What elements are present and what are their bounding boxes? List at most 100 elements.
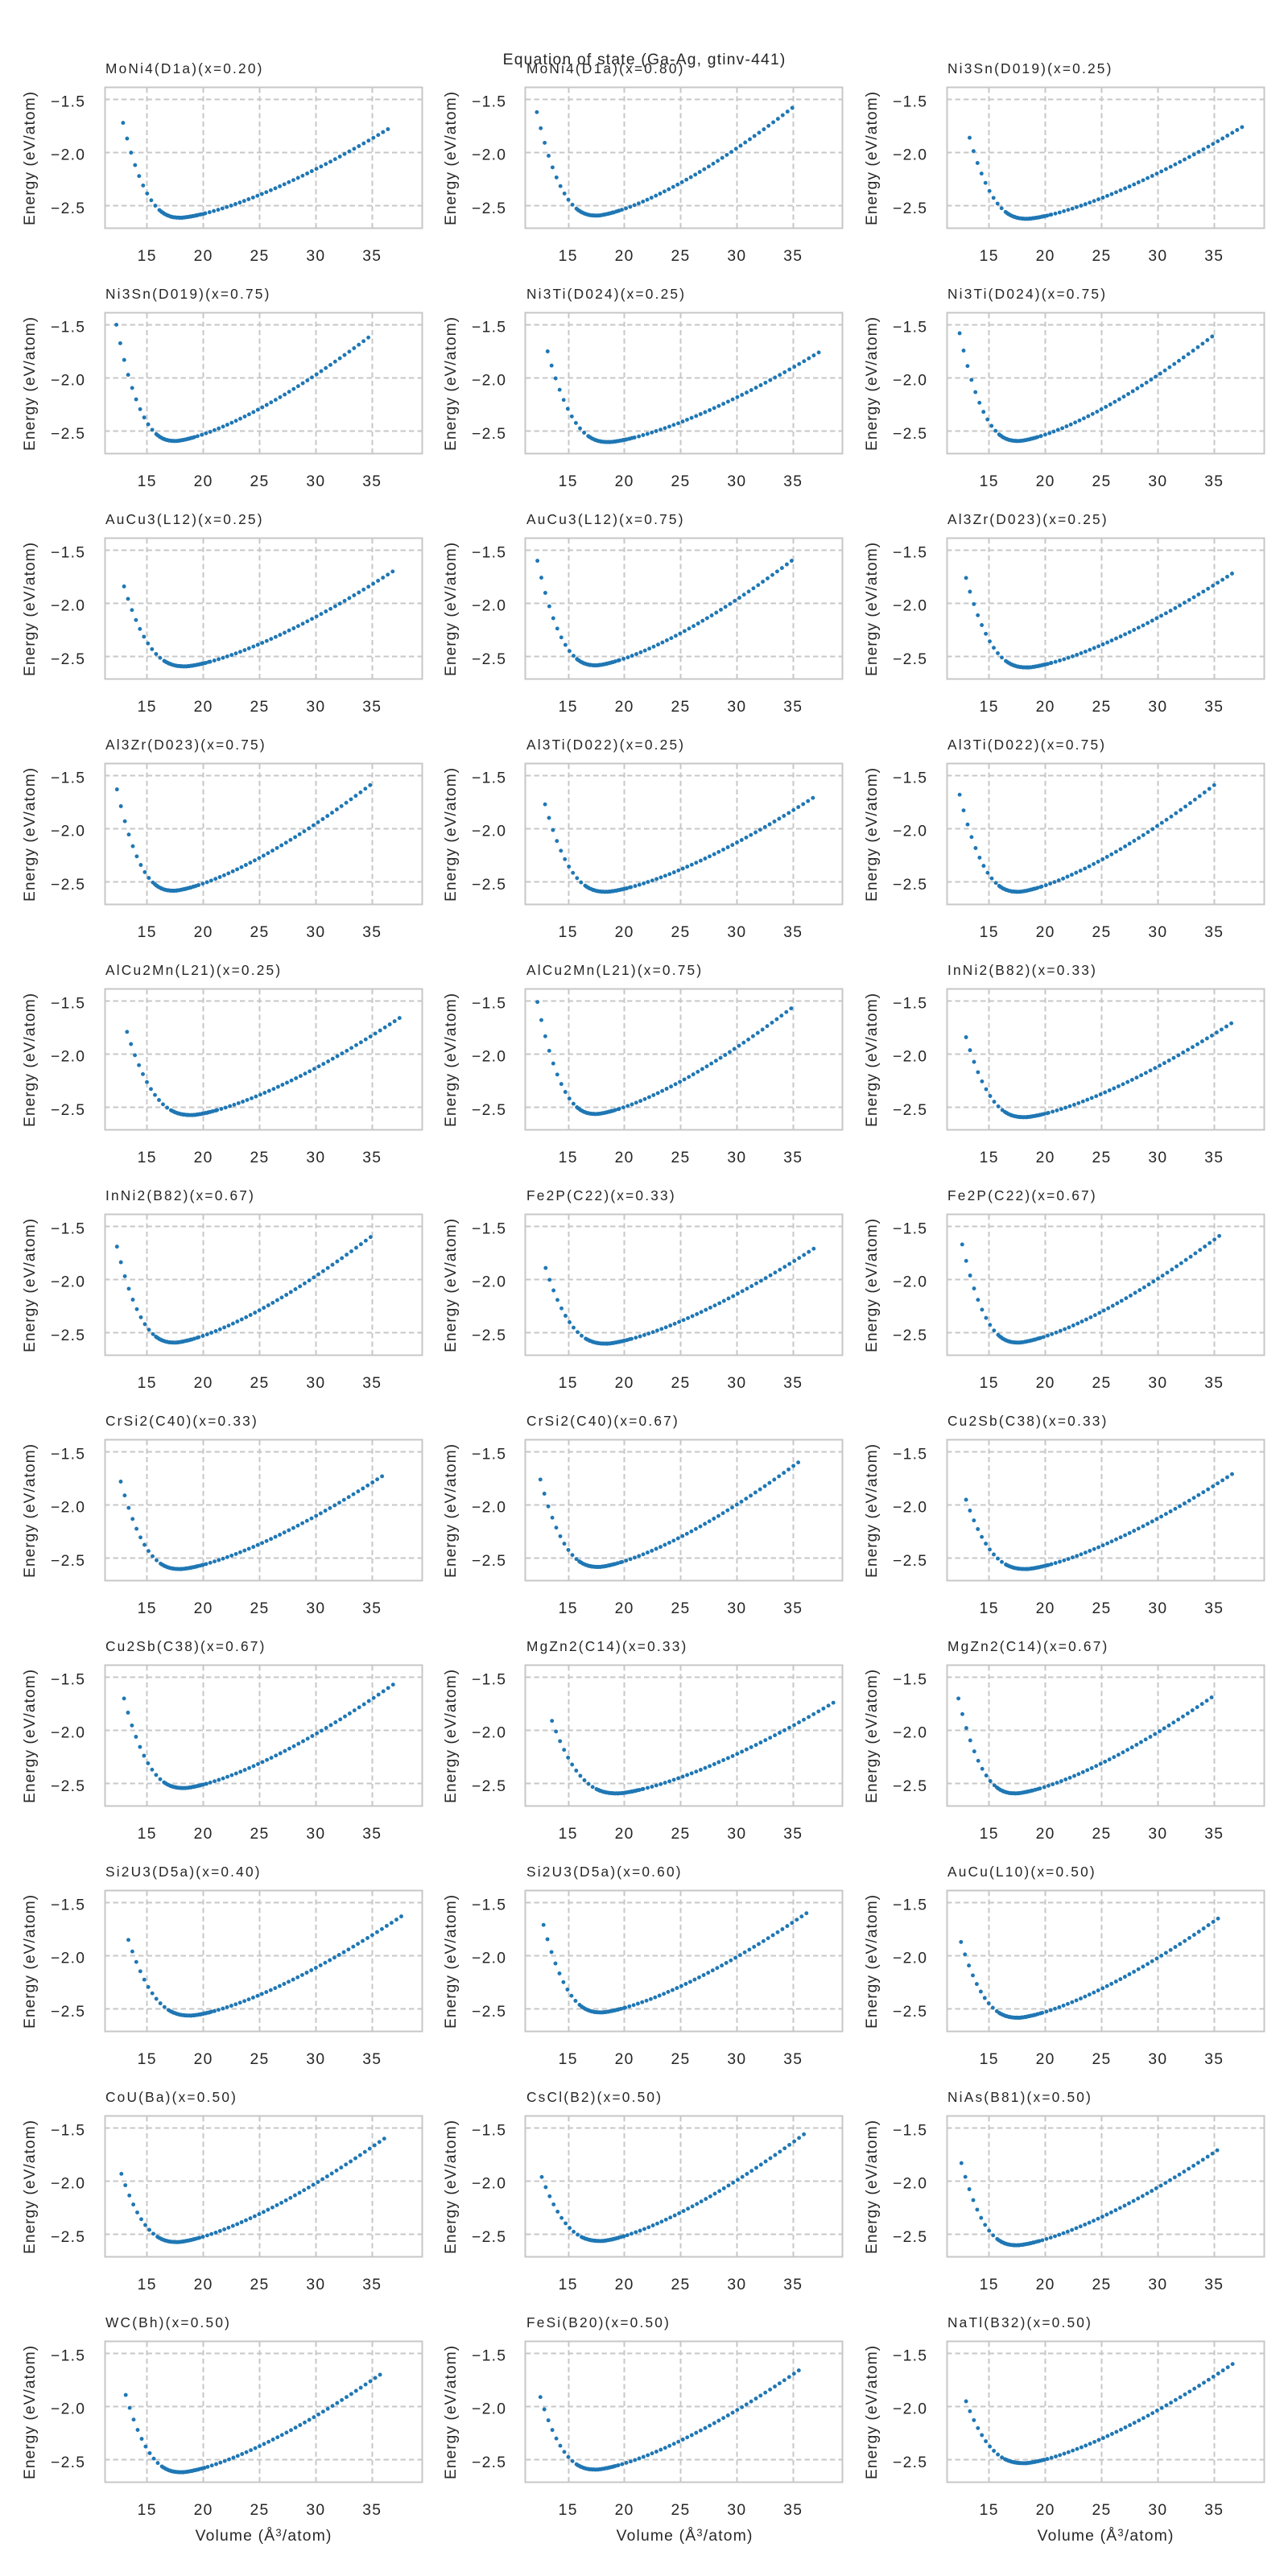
svg-text:20: 20 bbox=[615, 1375, 634, 1392]
svg-text:15: 15 bbox=[138, 2502, 157, 2519]
svg-text:AuCu3(L12)(x=0.25): AuCu3(L12)(x=0.25) bbox=[105, 511, 264, 527]
svg-text:−2.5: −2.5 bbox=[893, 1778, 927, 1795]
svg-text:15: 15 bbox=[980, 2051, 999, 2068]
svg-text:−2.0: −2.0 bbox=[472, 824, 506, 840]
svg-text:30: 30 bbox=[727, 2502, 746, 2519]
svg-text:30: 30 bbox=[306, 473, 325, 490]
svg-text:30: 30 bbox=[306, 1600, 325, 1617]
svg-text:20: 20 bbox=[1036, 924, 1055, 941]
svg-text:35: 35 bbox=[783, 2277, 803, 2293]
svg-text:15: 15 bbox=[138, 924, 157, 941]
svg-text:−2.5: −2.5 bbox=[51, 2004, 85, 2021]
svg-text:Volume (Å3/atom): Volume (Å3/atom) bbox=[1038, 2526, 1174, 2545]
svg-text:30: 30 bbox=[727, 1150, 746, 1166]
svg-text:30: 30 bbox=[727, 1375, 746, 1392]
svg-text:15: 15 bbox=[980, 1150, 999, 1166]
svg-text:Ni3Ti(D024)(x=0.25): Ni3Ti(D024)(x=0.25) bbox=[526, 286, 686, 302]
svg-text:30: 30 bbox=[306, 2502, 325, 2519]
svg-text:−1.5: −1.5 bbox=[472, 770, 506, 786]
svg-text:Si2U3(D5a)(x=0.60): Si2U3(D5a)(x=0.60) bbox=[526, 1864, 683, 1880]
svg-text:20: 20 bbox=[194, 1375, 213, 1392]
svg-text:30: 30 bbox=[306, 248, 325, 265]
svg-text:Energy (eV/atom): Energy (eV/atom) bbox=[22, 91, 39, 225]
svg-text:20: 20 bbox=[1036, 1826, 1055, 1843]
svg-text:WC(Bh)(x=0.50): WC(Bh)(x=0.50) bbox=[105, 2314, 231, 2330]
svg-text:−2.0: −2.0 bbox=[893, 598, 927, 615]
svg-text:−2.0: −2.0 bbox=[472, 1500, 506, 1517]
svg-text:20: 20 bbox=[194, 699, 213, 716]
svg-text:Energy (eV/atom): Energy (eV/atom) bbox=[864, 993, 881, 1127]
svg-text:−2.0: −2.0 bbox=[51, 1049, 85, 1066]
svg-text:CrSi2(C40)(x=0.67): CrSi2(C40)(x=0.67) bbox=[526, 1413, 679, 1429]
svg-text:MgZn2(C14)(x=0.33): MgZn2(C14)(x=0.33) bbox=[526, 1638, 687, 1654]
svg-text:20: 20 bbox=[194, 1600, 213, 1617]
svg-text:Energy (eV/atom): Energy (eV/atom) bbox=[443, 2120, 460, 2254]
svg-text:Fe2P(C22)(x=0.33): Fe2P(C22)(x=0.33) bbox=[526, 1187, 676, 1203]
svg-text:Al3Ti(D022)(x=0.25): Al3Ti(D022)(x=0.25) bbox=[526, 737, 685, 753]
svg-text:30: 30 bbox=[1148, 473, 1167, 490]
svg-text:35: 35 bbox=[1204, 699, 1224, 716]
svg-text:35: 35 bbox=[783, 248, 803, 265]
svg-text:−2.0: −2.0 bbox=[893, 824, 927, 840]
svg-text:Volume (Å3/atom): Volume (Å3/atom) bbox=[617, 2526, 753, 2545]
svg-text:15: 15 bbox=[559, 924, 578, 941]
svg-text:30: 30 bbox=[727, 1600, 746, 1617]
svg-text:25: 25 bbox=[1092, 2277, 1111, 2293]
svg-text:30: 30 bbox=[306, 699, 325, 716]
svg-text:35: 35 bbox=[1204, 1826, 1224, 1843]
svg-text:35: 35 bbox=[1204, 248, 1224, 265]
svg-text:AlCu2Mn(L21)(x=0.75): AlCu2Mn(L21)(x=0.75) bbox=[526, 962, 703, 978]
svg-text:35: 35 bbox=[783, 1826, 803, 1843]
svg-text:−2.5: −2.5 bbox=[472, 877, 506, 894]
svg-text:20: 20 bbox=[194, 2051, 213, 2068]
svg-text:−2.5: −2.5 bbox=[51, 426, 85, 443]
svg-text:20: 20 bbox=[615, 2502, 634, 2519]
svg-text:35: 35 bbox=[783, 699, 803, 716]
svg-text:35: 35 bbox=[362, 924, 382, 941]
svg-text:−2.0: −2.0 bbox=[51, 1725, 85, 1742]
svg-text:30: 30 bbox=[306, 2051, 325, 2068]
svg-text:25: 25 bbox=[250, 248, 269, 265]
svg-text:15: 15 bbox=[559, 2051, 578, 2068]
svg-text:−1.5: −1.5 bbox=[893, 1671, 927, 1688]
svg-text:Al3Ti(D022)(x=0.75): Al3Ti(D022)(x=0.75) bbox=[947, 737, 1106, 753]
svg-text:Si2U3(D5a)(x=0.40): Si2U3(D5a)(x=0.40) bbox=[105, 1864, 262, 1880]
svg-text:15: 15 bbox=[559, 1826, 578, 1843]
svg-text:25: 25 bbox=[671, 2277, 690, 2293]
svg-text:−2.0: −2.0 bbox=[51, 598, 85, 615]
svg-text:25: 25 bbox=[1092, 1600, 1111, 1617]
svg-text:CrSi2(C40)(x=0.33): CrSi2(C40)(x=0.33) bbox=[105, 1413, 258, 1429]
svg-text:25: 25 bbox=[250, 2277, 269, 2293]
svg-text:30: 30 bbox=[1148, 699, 1167, 716]
svg-text:Energy (eV/atom): Energy (eV/atom) bbox=[443, 91, 460, 225]
svg-text:Energy (eV/atom): Energy (eV/atom) bbox=[864, 1218, 881, 1352]
svg-text:35: 35 bbox=[783, 1375, 803, 1392]
svg-text:−2.0: −2.0 bbox=[472, 1951, 506, 1967]
svg-text:35: 35 bbox=[1204, 1600, 1224, 1617]
svg-text:35: 35 bbox=[362, 1150, 382, 1166]
svg-text:30: 30 bbox=[727, 1826, 746, 1843]
svg-text:35: 35 bbox=[783, 1600, 803, 1617]
svg-text:20: 20 bbox=[615, 1600, 634, 1617]
svg-text:15: 15 bbox=[138, 2277, 157, 2293]
svg-text:15: 15 bbox=[559, 473, 578, 490]
svg-text:35: 35 bbox=[1204, 1150, 1224, 1166]
svg-text:−1.5: −1.5 bbox=[893, 544, 927, 561]
svg-text:30: 30 bbox=[727, 473, 746, 490]
svg-text:−1.5: −1.5 bbox=[472, 1446, 506, 1463]
svg-text:30: 30 bbox=[1148, 2502, 1167, 2519]
svg-text:Energy (eV/atom): Energy (eV/atom) bbox=[443, 316, 460, 451]
svg-text:20: 20 bbox=[194, 248, 213, 265]
svg-text:15: 15 bbox=[138, 1600, 157, 1617]
svg-text:Energy (eV/atom): Energy (eV/atom) bbox=[22, 1894, 39, 2029]
svg-text:−2.0: −2.0 bbox=[51, 824, 85, 840]
svg-text:20: 20 bbox=[194, 2277, 213, 2293]
svg-text:15: 15 bbox=[138, 1150, 157, 1166]
svg-text:−2.0: −2.0 bbox=[51, 2176, 85, 2193]
svg-text:15: 15 bbox=[559, 699, 578, 716]
svg-text:35: 35 bbox=[1204, 2502, 1224, 2519]
svg-text:20: 20 bbox=[615, 2277, 634, 2293]
svg-text:CoU(Ba)(x=0.50): CoU(Ba)(x=0.50) bbox=[105, 2089, 237, 2105]
svg-text:Cu2Sb(C38)(x=0.67): Cu2Sb(C38)(x=0.67) bbox=[105, 1638, 266, 1654]
svg-text:−2.5: −2.5 bbox=[472, 2004, 506, 2021]
